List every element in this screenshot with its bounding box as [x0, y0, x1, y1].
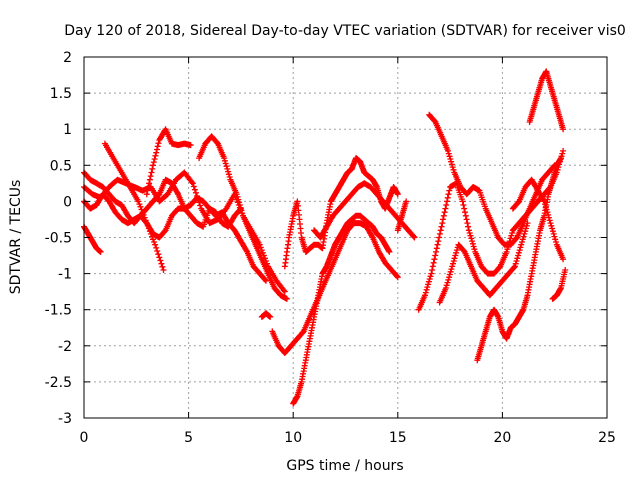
y-tick-label: -3 [58, 411, 72, 427]
plus-marker-track [258, 310, 274, 320]
x-tick-label: 20 [493, 430, 511, 446]
plus-marker-track [549, 267, 569, 302]
plus-marker-track [269, 220, 401, 356]
y-tick-label: 2 [63, 50, 72, 66]
data-markers [81, 68, 569, 407]
plus-marker-track [81, 169, 288, 295]
series-sat-track-5 [143, 126, 194, 198]
series-sat-track-17 [526, 68, 567, 133]
y-tick-label: -2 [58, 339, 72, 355]
y-axis-label: SDTVAR / TECUs [8, 180, 24, 295]
grid-lines [84, 57, 607, 418]
series-sat-track-10 [290, 212, 393, 407]
plus-marker-track [415, 147, 567, 313]
x-tick-label: 25 [598, 430, 616, 446]
plus-marker-track [474, 155, 564, 364]
plus-marker-track [394, 198, 410, 234]
plus-marker-track [143, 126, 194, 198]
series-sat-track-7 [196, 133, 290, 302]
y-tick-label: 1 [63, 122, 72, 138]
series-sat-track-2 [81, 169, 288, 295]
y-tick-label: 0.5 [50, 158, 72, 174]
series-sat-track-19 [394, 198, 410, 234]
y-tick-label: 0 [63, 194, 72, 210]
y-tick-label: 1.5 [50, 86, 72, 102]
series-sat-track-14 [426, 111, 558, 248]
x-axis-label: GPS time / hours [286, 458, 403, 474]
x-tick-label: 0 [80, 430, 89, 446]
plus-marker-track [101, 140, 167, 273]
plus-marker-track [290, 212, 393, 407]
x-tick-label: 10 [284, 430, 302, 446]
series-sat-track-11 [281, 155, 401, 270]
plus-marker-track [281, 155, 401, 270]
y-tick-label: -0.5 [45, 231, 72, 247]
y-tick-label: -1.5 [45, 303, 72, 319]
plus-marker-track [436, 220, 531, 306]
y-tick-label: -1 [58, 267, 72, 283]
series-sat-track-20 [509, 176, 567, 263]
series-sat-track-8 [258, 310, 274, 320]
series-sat-track-18 [549, 267, 569, 302]
chart-title: Day 120 of 2018, Sidereal Day-to-day VTE… [64, 23, 626, 39]
axis-ticks: 0 5 10 15 20 25 -3 -2.5 -2 -1.5 -1 -0.5 0 0.5 1 1.5 2 [45, 50, 616, 446]
series-sat-track-4 [101, 140, 167, 273]
series-sat-track-15 [436, 220, 531, 306]
x-tick-label: 5 [184, 430, 193, 446]
plus-marker-track [311, 180, 418, 241]
y-tick-label: -2.5 [45, 375, 72, 391]
plus-marker-track [196, 133, 290, 302]
series-sat-track-9 [269, 220, 401, 356]
plus-marker-track [509, 176, 567, 263]
plus-marker-track [426, 111, 558, 248]
series-sat-track-16 [474, 155, 564, 364]
series-sat-track-12 [311, 180, 418, 241]
series-sat-track-13 [415, 147, 567, 313]
x-tick-label: 15 [389, 430, 407, 446]
plus-marker-track [526, 68, 567, 133]
